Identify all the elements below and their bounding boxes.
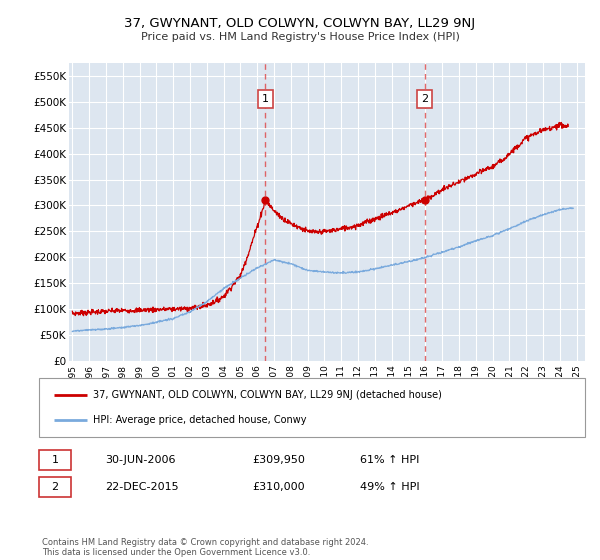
Text: £310,000: £310,000 [252,482,305,492]
Text: 2: 2 [421,94,428,104]
Text: Price paid vs. HM Land Registry's House Price Index (HPI): Price paid vs. HM Land Registry's House … [140,32,460,43]
Text: HPI: Average price, detached house, Conwy: HPI: Average price, detached house, Conw… [93,414,307,424]
Text: £309,950: £309,950 [252,455,305,465]
Text: 22-DEC-2015: 22-DEC-2015 [105,482,179,492]
Text: 37, GWYNANT, OLD COLWYN, COLWYN BAY, LL29 9NJ (detached house): 37, GWYNANT, OLD COLWYN, COLWYN BAY, LL2… [93,390,442,400]
Text: 61% ↑ HPI: 61% ↑ HPI [360,455,419,465]
Text: Contains HM Land Registry data © Crown copyright and database right 2024.
This d: Contains HM Land Registry data © Crown c… [42,538,368,557]
Text: 1: 1 [52,455,58,465]
Text: 2: 2 [52,482,58,492]
Text: 30-JUN-2006: 30-JUN-2006 [105,455,176,465]
Text: 37, GWYNANT, OLD COLWYN, COLWYN BAY, LL29 9NJ: 37, GWYNANT, OLD COLWYN, COLWYN BAY, LL2… [124,17,476,30]
Text: 1: 1 [262,94,269,104]
Text: 49% ↑ HPI: 49% ↑ HPI [360,482,419,492]
